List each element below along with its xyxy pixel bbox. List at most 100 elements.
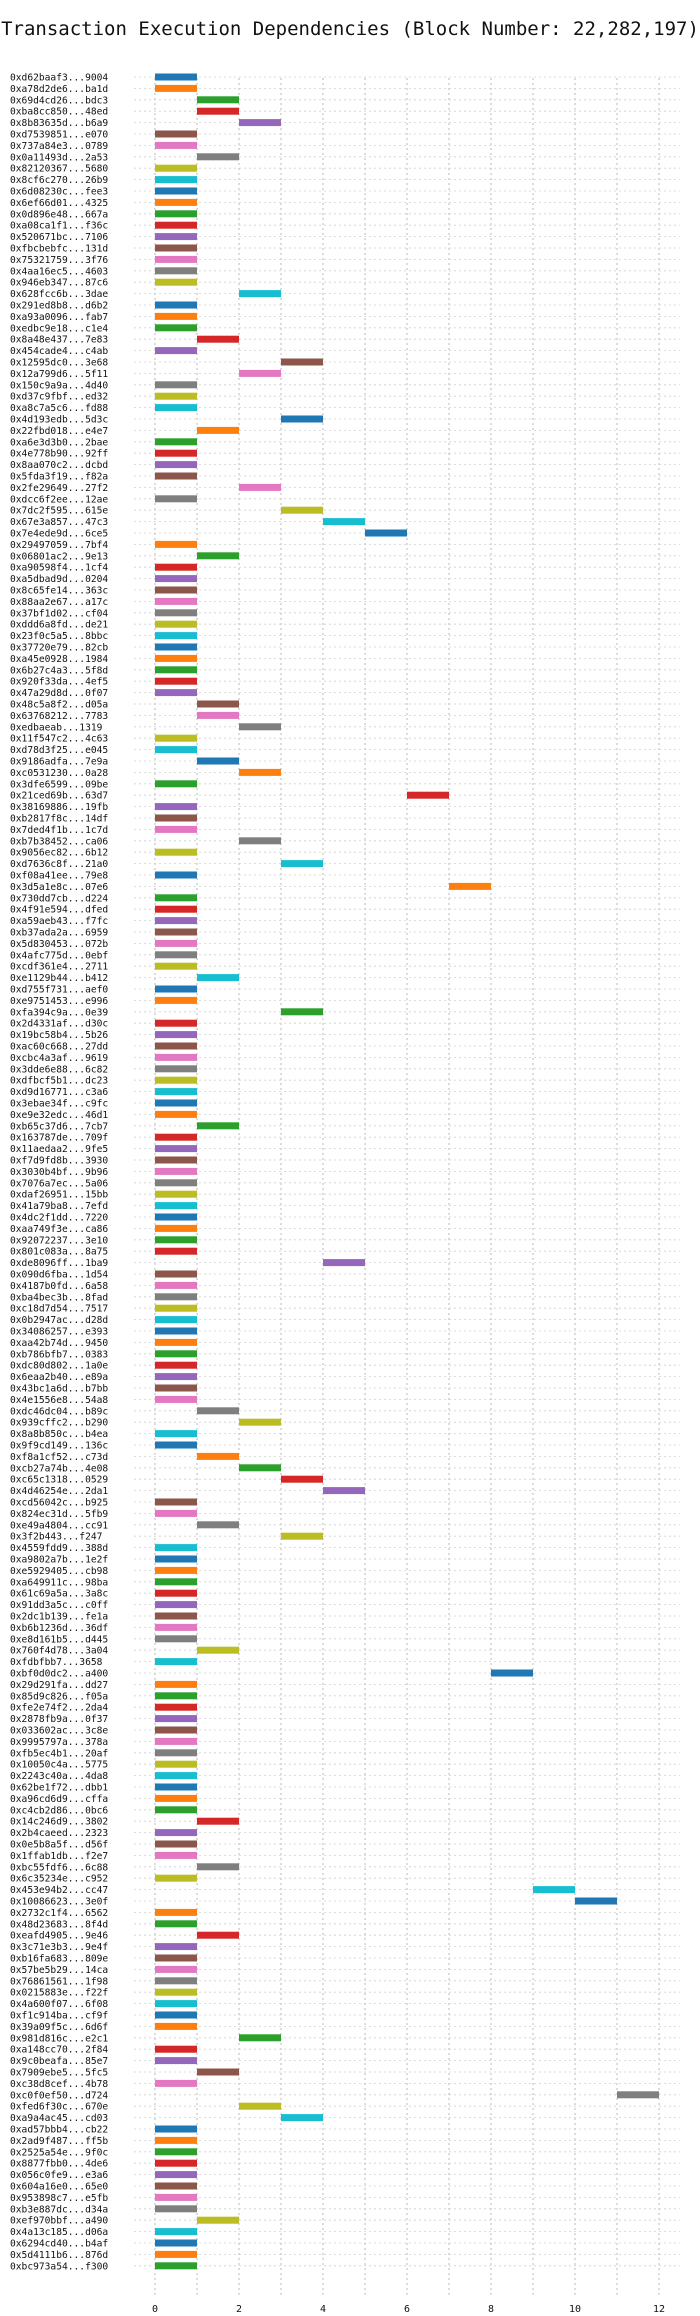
- transaction-bar: [155, 597, 197, 605]
- transaction-bar: [197, 1817, 239, 1825]
- transaction-bar: [155, 939, 197, 947]
- transaction-bar: [155, 2011, 197, 2019]
- transaction-bar: [155, 198, 197, 206]
- transaction-bar: [197, 335, 239, 343]
- transaction-bar: [155, 996, 197, 1004]
- transaction-bar: [155, 2022, 197, 2030]
- transaction-bar: [155, 1635, 197, 1643]
- y-tick-label: 0x3030b4bf...9b96: [10, 1167, 108, 1178]
- transaction-bar: [155, 1920, 197, 1928]
- transaction-bar: [365, 529, 407, 537]
- transaction-bar: [155, 2136, 197, 2144]
- y-tick-label: 0xb2817f8c...14df: [10, 814, 108, 825]
- y-tick-label: 0x88aa2e67...a17c: [10, 597, 108, 608]
- y-tick-label: 0x23f0c5a5...8bbc: [10, 631, 108, 642]
- transaction-bar: [155, 1829, 197, 1837]
- y-tick-label: 0x12595dc0...3e68: [10, 358, 108, 369]
- transaction-bar: [155, 1076, 197, 1084]
- transaction-bar: [155, 1304, 197, 1312]
- transaction-bar: [155, 1042, 197, 1050]
- transaction-bar: [575, 1897, 617, 1905]
- transaction-bar: [197, 426, 239, 434]
- y-tick-label: 0x9995797a...378a: [10, 1737, 108, 1748]
- transaction-bar: [155, 449, 197, 457]
- transaction-bar: [155, 643, 197, 651]
- y-tick-label: 0xa59aeb43...f7fc: [10, 916, 108, 927]
- y-tick-label: 0x730dd7cb...d224: [10, 893, 108, 904]
- y-tick-label: 0xddd6a8fd...de21: [10, 620, 108, 631]
- y-tick-label: 0xad57bbb4...cb22: [10, 2125, 108, 2136]
- transaction-bar: [155, 244, 197, 252]
- transaction-bar: [155, 2148, 197, 2156]
- transaction-bar: [155, 1658, 197, 1666]
- y-tick-label: 0xdcc6f2ee...12ae: [10, 494, 108, 505]
- y-tick-label: 0x91dd3a5c...c0ff: [10, 1600, 108, 1611]
- transaction-bar: [155, 894, 197, 902]
- transaction-bar: [155, 2250, 197, 2258]
- transaction-bar: [155, 2079, 197, 2087]
- transaction-bar: [281, 860, 323, 868]
- transaction-bar: [155, 1430, 197, 1438]
- y-tick-label: 0xac60c668...27dd: [10, 1042, 108, 1053]
- y-tick-label: 0xba4bec3b...8fad: [10, 1292, 108, 1303]
- transaction-bar: [155, 233, 197, 241]
- transaction-bar: [155, 210, 197, 218]
- y-tick-label: 0x056c0fe9...e3a6: [10, 2170, 108, 2181]
- y-tick-label: 0xaa42b74d...9450: [10, 1338, 108, 1349]
- y-tick-label: 0x291ed8b8...d6b2: [10, 301, 108, 312]
- y-tick-label: 0x39a09f5c...6d6f: [10, 2022, 108, 2033]
- transaction-bar: [155, 1167, 197, 1175]
- x-tick-label: 10: [569, 2304, 581, 2315]
- y-tick-label: 0x5d4111b6...876d: [10, 2250, 108, 2261]
- x-tick-label: 2: [236, 2304, 242, 2315]
- x-tick-label: 12: [653, 2304, 665, 2315]
- transaction-bar: [155, 1692, 197, 1700]
- y-tick-label: 0xd37c9fbf...ed32: [10, 392, 108, 403]
- transaction-bar: [155, 141, 197, 149]
- y-tick-label: 0xfb5ec4b1...20af: [10, 1748, 108, 1759]
- y-tick-label: 0x7ded4f1b...1c7d: [10, 825, 108, 836]
- transaction-bar: [407, 791, 449, 799]
- y-tick-label: 0x76861561...1f98: [10, 1976, 108, 1987]
- y-tick-label: 0x12a799d6...5f11: [10, 369, 108, 380]
- transaction-bar: [155, 267, 197, 275]
- transaction-bar: [197, 2068, 239, 2076]
- y-tick-label: 0xf8a1cf52...c73d: [10, 1452, 108, 1463]
- transaction-bar: [155, 1703, 197, 1711]
- transaction-bar: [155, 1623, 197, 1631]
- transaction-bar: [155, 1145, 197, 1153]
- transaction-bar: [155, 609, 197, 617]
- transaction-bar: [155, 301, 197, 309]
- y-tick-label: 0xbc55fdf6...6c88: [10, 1862, 108, 1873]
- transaction-bar: [155, 586, 197, 594]
- y-tick-label: 0xd7539851...e070: [10, 130, 108, 141]
- y-tick-label: 0xb786bfb7...0383: [10, 1349, 108, 1360]
- transaction-bar: [155, 221, 197, 229]
- transaction-bar: [197, 711, 239, 719]
- transaction-bar: [155, 632, 197, 640]
- transaction-bar: [155, 1156, 197, 1164]
- y-tick-label: 0x2fe29649...27f2: [10, 483, 108, 494]
- transaction-bar: [155, 575, 197, 583]
- y-tick-label: 0xd7636c8f...21a0: [10, 859, 108, 870]
- transaction-bar: [155, 814, 197, 822]
- y-tick-label: 0x61c69a5a...3a8c: [10, 1589, 108, 1600]
- transaction-bar: [197, 974, 239, 982]
- y-tick-label: 0x4dc2f1dd...7220: [10, 1213, 108, 1224]
- transaction-bar: [155, 1133, 197, 1141]
- y-tick-label: 0x48d23683...8f4d: [10, 1919, 108, 1930]
- y-tick-label: 0x453e94b2...cc47: [10, 1885, 108, 1896]
- transaction-bar: [281, 1532, 323, 1540]
- y-tick-label: 0xdc46dc04...b89c: [10, 1406, 108, 1417]
- y-tick-label: 0x29497059...7bf4: [10, 540, 108, 551]
- transaction-bar: [155, 905, 197, 913]
- y-tick-label: 0x2ad9f487...ff5b: [10, 2136, 108, 2147]
- transaction-bar: [155, 130, 197, 138]
- transaction-bar: [533, 1886, 575, 1894]
- y-tick-label: 0xe9751453...e996: [10, 996, 108, 1007]
- y-tick-label: 0x3ebae34f...c9fc: [10, 1099, 108, 1110]
- y-tick-label: 0x3dfe6599...09be: [10, 779, 108, 790]
- y-tick-label: 0x38169886...19fb: [10, 802, 108, 813]
- transaction-bar: [155, 563, 197, 571]
- transaction-bar: [155, 1874, 197, 1882]
